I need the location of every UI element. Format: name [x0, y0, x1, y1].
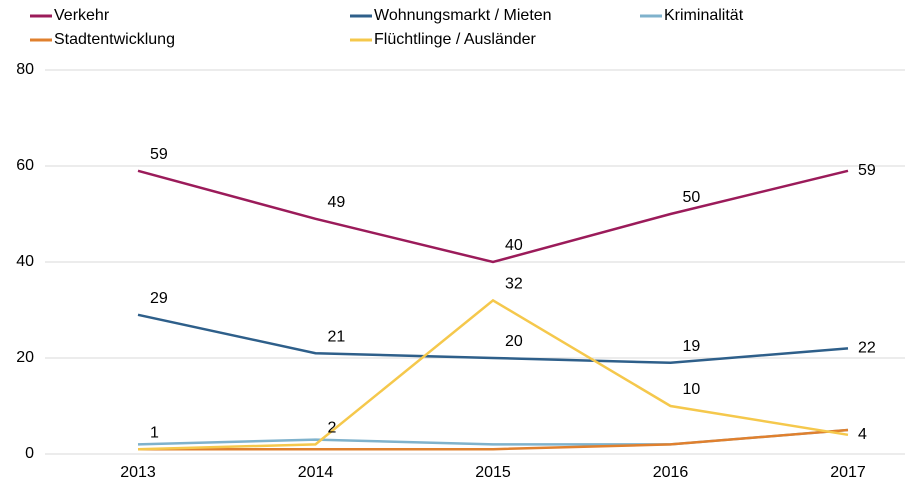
data-label: 19 — [683, 338, 701, 355]
legend-label: Verkehr — [54, 7, 110, 24]
data-label: 22 — [858, 340, 876, 357]
data-label: 59 — [858, 162, 876, 179]
legend-label: Wohnungsmarkt / Mieten — [374, 7, 552, 24]
data-label: 29 — [150, 290, 168, 307]
legend-label: Kriminalität — [664, 7, 744, 24]
data-label: 20 — [505, 333, 523, 350]
data-label: 50 — [683, 189, 701, 206]
x-tick-label: 2017 — [830, 464, 866, 481]
data-label: 1 — [150, 424, 159, 441]
y-tick-label: 0 — [25, 445, 34, 462]
data-label: 49 — [328, 194, 346, 211]
series-line — [137, 313, 849, 365]
y-tick-label: 80 — [16, 61, 34, 78]
legend-label: Stadtentwicklung — [54, 31, 175, 48]
legend-label: Flüchtlinge / Ausländer — [374, 31, 537, 48]
x-tick-label: 2013 — [120, 464, 156, 481]
series-line — [137, 298, 849, 451]
y-tick-label: 20 — [16, 349, 34, 366]
x-tick-label: 2014 — [298, 464, 334, 481]
y-tick-label: 60 — [16, 157, 34, 174]
data-label: 10 — [683, 381, 701, 398]
series-line — [138, 428, 849, 451]
data-label: 21 — [328, 328, 346, 345]
x-tick-label: 2015 — [475, 464, 511, 481]
y-tick-label: 40 — [16, 253, 34, 270]
data-label: 59 — [150, 146, 168, 163]
data-label: 32 — [505, 276, 523, 293]
series-line — [137, 428, 849, 446]
series-line — [137, 169, 849, 264]
data-label: 40 — [505, 237, 523, 254]
data-label: 4 — [858, 426, 867, 443]
data-label: 2 — [328, 420, 337, 437]
x-tick-label: 2016 — [653, 464, 689, 481]
